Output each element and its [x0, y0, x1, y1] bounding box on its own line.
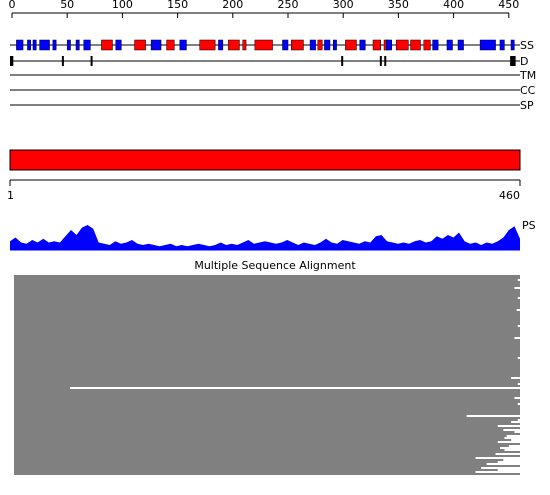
disorder-region [10, 56, 14, 66]
sequence-end: 460 [499, 189, 520, 202]
helix [372, 39, 381, 51]
strand [75, 39, 80, 51]
strand [66, 39, 71, 51]
strand [83, 39, 91, 51]
track-label: TM [519, 69, 536, 82]
strand [333, 39, 337, 51]
strand [457, 39, 464, 51]
ruler-label: 450 [498, 0, 519, 11]
strand [386, 39, 393, 51]
disorder-region [384, 56, 387, 66]
helix [242, 39, 247, 51]
track-label: D [520, 55, 528, 68]
strand [27, 39, 32, 51]
strand [282, 39, 289, 51]
helix [199, 39, 216, 51]
strand [479, 39, 496, 51]
helix [291, 39, 304, 51]
ruler-label: 100 [112, 0, 133, 11]
disorder-region [90, 56, 93, 66]
strand [218, 39, 224, 51]
strand [52, 39, 57, 51]
helix [410, 39, 421, 51]
strand [324, 39, 331, 51]
disorder-region [379, 56, 382, 66]
sequence-bar [9, 149, 521, 171]
ruler-label: 0 [9, 0, 16, 11]
strand [499, 39, 505, 51]
disorder-region [341, 56, 344, 66]
helix [134, 39, 146, 51]
strand [309, 39, 316, 51]
helix [166, 39, 175, 51]
strand [359, 39, 366, 51]
strand [150, 39, 162, 51]
ruler-label: 350 [388, 0, 409, 11]
strand [32, 39, 37, 51]
ruler-label: 300 [333, 0, 354, 11]
helix [345, 39, 357, 51]
ruler-label: 400 [443, 0, 464, 11]
strand [432, 39, 439, 51]
track-label: CC [520, 84, 536, 97]
profile-area [10, 225, 520, 250]
track-label: SS [520, 39, 534, 52]
ruler-label: 150 [167, 0, 188, 11]
ruler-label: 250 [278, 0, 299, 11]
strand [446, 39, 453, 51]
strand [16, 39, 24, 51]
strand [39, 39, 50, 51]
disorder-region [510, 56, 516, 66]
helix [423, 39, 431, 51]
disorder-region [61, 56, 64, 66]
helix [101, 39, 113, 51]
helix [317, 39, 323, 51]
helix [228, 39, 240, 51]
ruler-label: 50 [60, 0, 74, 11]
helix [395, 39, 409, 51]
track-label: SP [520, 99, 534, 112]
ruler-label: 200 [222, 0, 243, 11]
msa-title: Multiple Sequence Alignment [194, 259, 356, 272]
sequence-start: 1 [7, 189, 14, 202]
strand [115, 39, 122, 51]
strand [510, 39, 515, 51]
helix [254, 39, 273, 51]
profile-label: PS [522, 219, 536, 232]
strand [179, 39, 187, 51]
